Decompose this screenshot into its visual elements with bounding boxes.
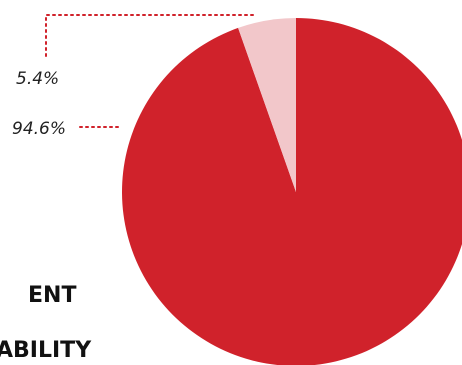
heading-line-2: ABILITY bbox=[0, 338, 92, 363]
leader-line-small-slice bbox=[45, 14, 256, 57]
pie-slice-0 bbox=[122, 18, 462, 365]
pie-slice-1 bbox=[238, 18, 296, 192]
slice-label-large: 94.6% bbox=[12, 119, 66, 139]
slice-label-small: 5.4% bbox=[16, 69, 59, 89]
pie-slices bbox=[122, 18, 462, 365]
heading-line-1: ENT bbox=[28, 283, 76, 308]
